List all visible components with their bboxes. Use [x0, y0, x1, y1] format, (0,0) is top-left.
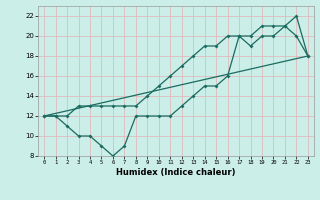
X-axis label: Humidex (Indice chaleur): Humidex (Indice chaleur)	[116, 168, 236, 177]
